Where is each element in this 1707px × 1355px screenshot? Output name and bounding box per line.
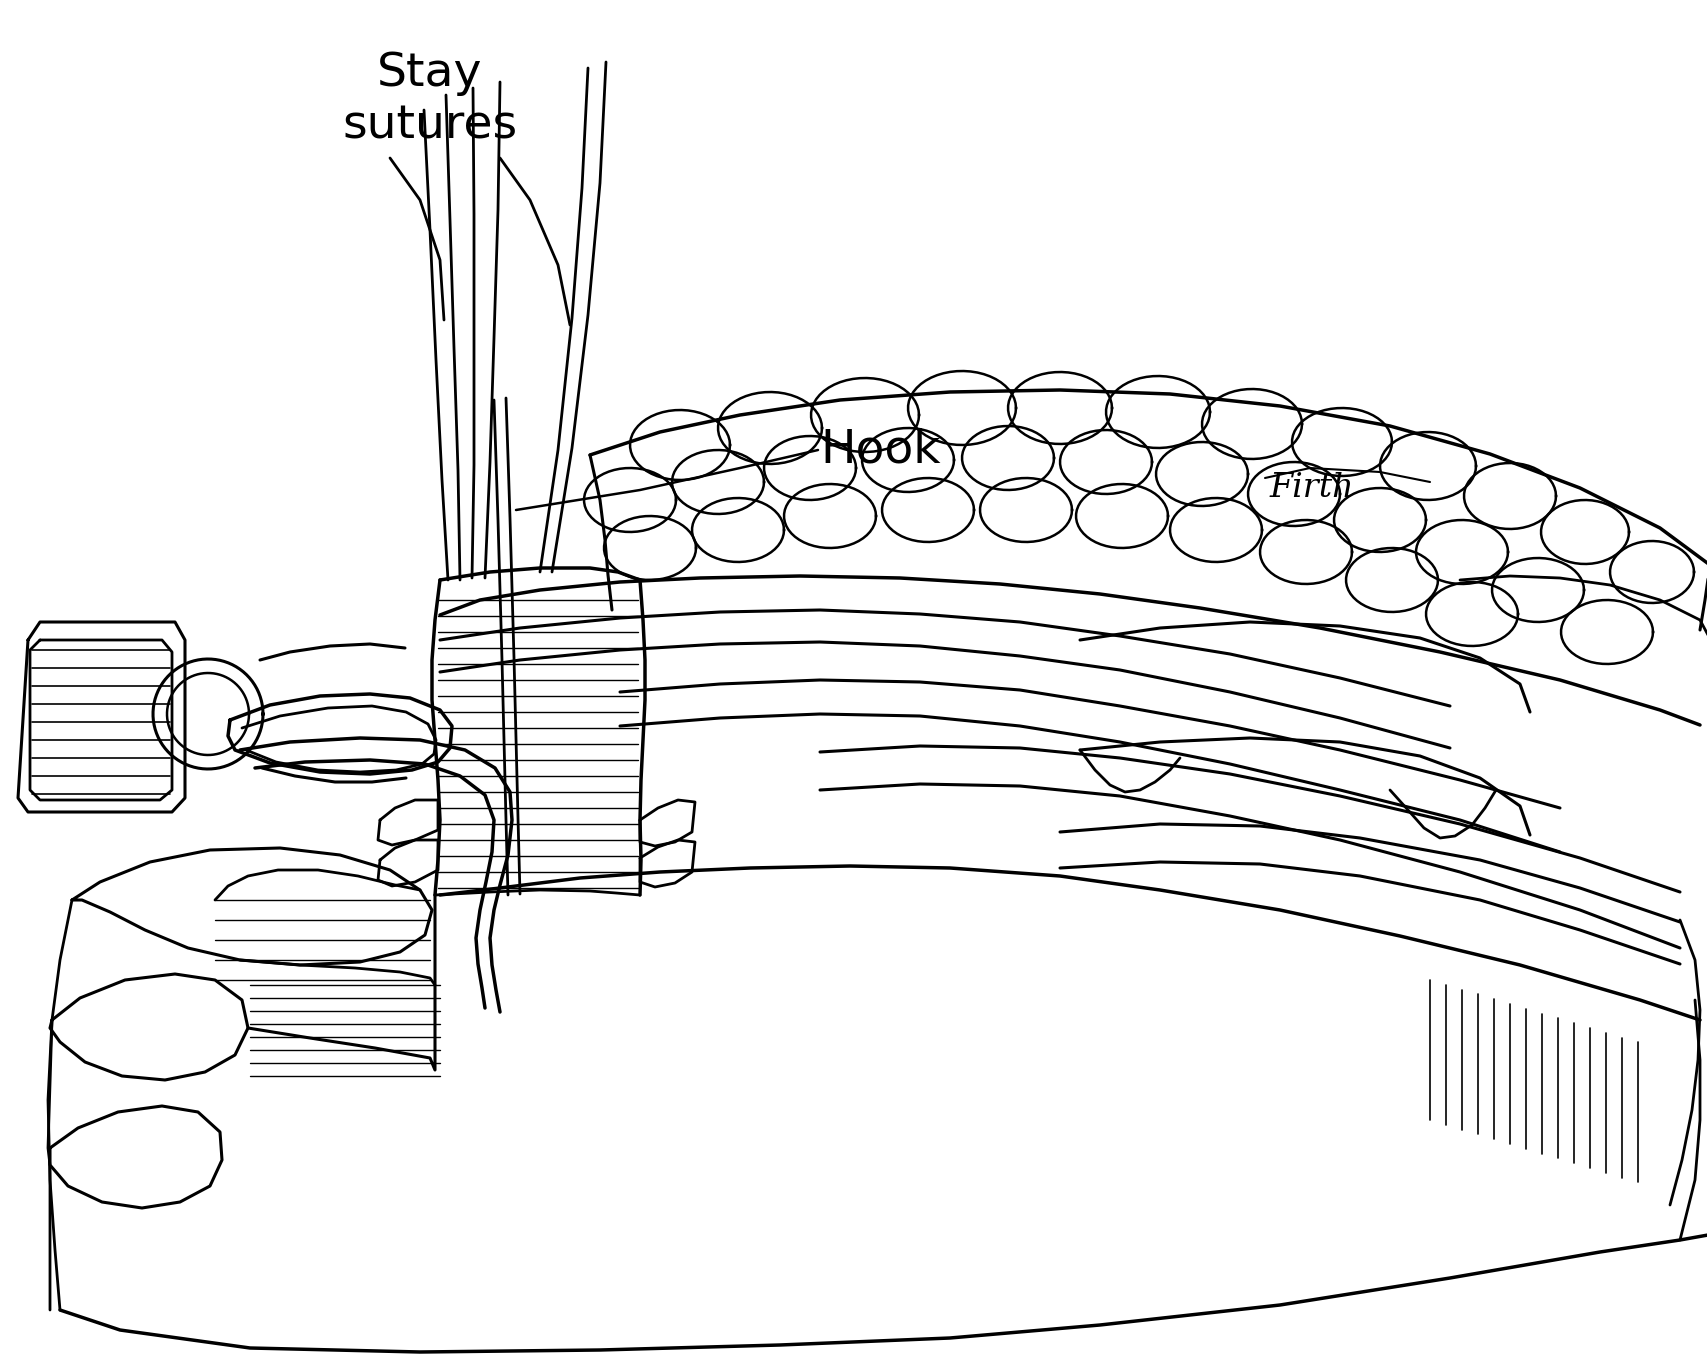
Text: Stay
sutures: Stay sutures [341,51,517,149]
Text: Firth: Firth [1270,472,1354,504]
Text: Hook: Hook [819,427,941,473]
